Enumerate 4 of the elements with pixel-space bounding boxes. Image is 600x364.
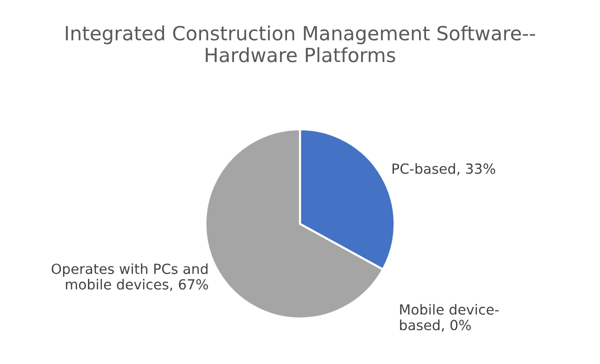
slice-label: PC-based, 33% [392,163,496,176]
slice-label: Operates with PCs and mobile devices, 67% [52,263,208,292]
chart-title: Integrated Construction Management Software--Hardware Platforms [66,25,536,62]
category-label: Mobile device-based, 0% [400,304,499,332]
